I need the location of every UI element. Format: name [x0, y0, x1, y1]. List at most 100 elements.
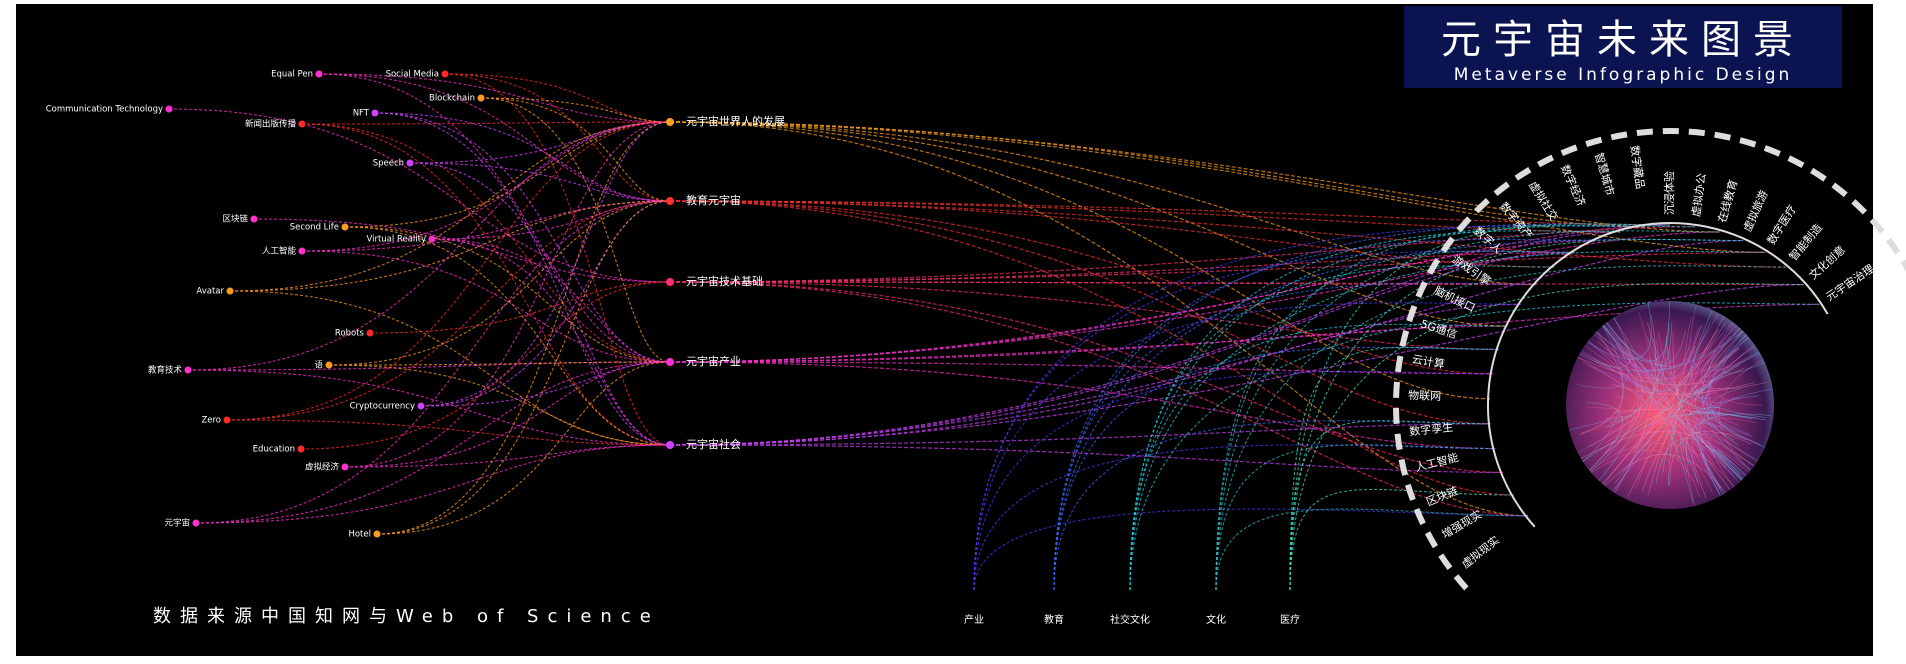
link — [168, 108, 671, 283]
link — [344, 121, 671, 228]
globe-strand — [1598, 320, 1769, 450]
globe-strand — [1689, 301, 1739, 426]
globe-strand — [1690, 306, 1714, 399]
left-node-label: Social Media — [386, 70, 439, 80]
left-node-label: 区块链 — [222, 214, 248, 225]
globe-strand — [1634, 430, 1758, 477]
left-node-label: 虚拟经济 — [305, 462, 340, 473]
link — [669, 231, 1621, 446]
left-node-dot — [192, 519, 200, 527]
globe-strand — [1614, 387, 1729, 456]
link — [1053, 238, 1597, 591]
link — [1215, 225, 1645, 591]
arc-label: 沉浸体验 — [1662, 171, 1676, 215]
outer-arc — [1393, 128, 1906, 591]
left-node-dot — [371, 109, 379, 117]
link — [301, 121, 671, 125]
globe-strand — [1605, 343, 1642, 420]
left-node-dot — [325, 361, 333, 369]
link — [669, 281, 1529, 517]
arc-label: 虚拟办公 — [1689, 172, 1709, 218]
globe-strand — [1669, 324, 1703, 418]
link — [1289, 238, 1744, 591]
globe-strand — [1573, 345, 1652, 392]
link — [973, 370, 1493, 591]
globe-strand — [1652, 337, 1684, 408]
link — [1289, 488, 1515, 591]
link — [1289, 282, 1804, 591]
subtitle: Metaverse Infographic Design — [1454, 65, 1793, 85]
left-node-dot — [373, 530, 381, 538]
left-node-dot — [298, 120, 306, 128]
globe-strand — [1712, 448, 1755, 495]
link — [328, 364, 671, 446]
link — [420, 121, 671, 407]
globe-strand — [1612, 409, 1720, 416]
link — [187, 361, 671, 371]
globe-strand — [1605, 416, 1751, 475]
globe-strand — [1635, 312, 1654, 490]
globe-strand — [1686, 418, 1727, 468]
globe-strand — [1574, 332, 1737, 456]
globe-strand — [1692, 432, 1762, 472]
link — [369, 281, 671, 334]
link — [1129, 250, 1766, 591]
bottom-label: 产业 — [964, 613, 984, 626]
globe-strand — [1587, 407, 1764, 473]
globe-strand — [1584, 442, 1736, 489]
link — [669, 224, 1671, 363]
globe-strand — [1701, 446, 1741, 509]
center-node-dot — [666, 197, 674, 205]
globe-strand — [1692, 347, 1724, 403]
globe-strand — [1569, 301, 1630, 368]
globe-strand — [1632, 411, 1721, 461]
link — [1289, 420, 1491, 591]
left-node-dot — [477, 94, 485, 102]
link — [1129, 302, 1820, 591]
bottom-label: 文化 — [1206, 613, 1226, 626]
left-node-dot — [315, 70, 323, 78]
globe-strand — [1660, 379, 1679, 461]
left-node-label: Hotel — [348, 530, 371, 540]
globe-strand — [1593, 454, 1738, 509]
link — [1129, 230, 1621, 591]
globe-strand — [1597, 341, 1713, 493]
left-node-dot — [406, 159, 414, 167]
globe-strand — [1569, 415, 1633, 431]
globe-strand — [1670, 408, 1700, 447]
left-node-dot — [297, 445, 305, 453]
globe-strand — [1700, 336, 1749, 495]
link — [669, 121, 1491, 400]
link — [229, 290, 671, 446]
left-node-label: 元宇宙 — [164, 518, 190, 529]
globe-strand — [1605, 317, 1736, 371]
globe-strand — [1615, 360, 1663, 490]
link — [344, 444, 671, 468]
link — [187, 369, 671, 446]
link — [669, 303, 1521, 446]
globe-strand — [1703, 397, 1740, 478]
globe-strand — [1603, 370, 1649, 437]
globe-strand — [1719, 355, 1771, 487]
link — [1289, 346, 1499, 591]
globe-strand — [1695, 368, 1722, 394]
center-node-label: 元宇宙社会 — [686, 437, 741, 451]
left-node-dot — [341, 463, 349, 471]
link — [1215, 250, 1575, 591]
globe-strand — [1593, 360, 1745, 386]
globe-strand — [1614, 343, 1697, 434]
bottom-label: 医疗 — [1280, 613, 1300, 626]
globe-strand — [1690, 417, 1757, 458]
link — [669, 423, 1491, 446]
globe-strand — [1684, 316, 1715, 457]
globe-strand — [1676, 392, 1752, 420]
globe-strand — [1591, 344, 1667, 382]
link — [1215, 265, 1786, 591]
link — [480, 97, 671, 363]
title: 元宇宙未来图景 — [1441, 17, 1805, 63]
globe-strand — [1582, 362, 1749, 493]
globe-strand — [1614, 364, 1740, 484]
left-node-label: NFT — [353, 109, 370, 119]
